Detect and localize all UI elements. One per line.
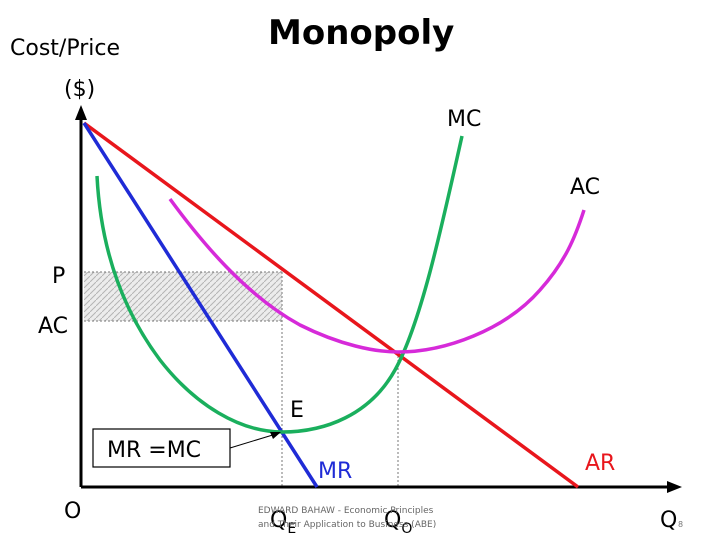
ac-curve-label: AC bbox=[570, 175, 600, 200]
x-axis-arrow bbox=[667, 481, 682, 493]
mr-label: MR bbox=[318, 459, 352, 484]
mc-label: MC bbox=[447, 107, 481, 132]
callout-pointer bbox=[229, 433, 277, 449]
ar-curve bbox=[82, 121, 580, 489]
footer-line-1: EDWARD BAHAW - Economic Principles bbox=[258, 506, 434, 516]
qe-label: QE bbox=[270, 508, 296, 537]
ac-curve bbox=[168, 197, 586, 354]
equilibrium-label: E bbox=[290, 398, 304, 423]
callout-box bbox=[92, 428, 231, 468]
x-axis-label: Q bbox=[660, 508, 677, 533]
y-axis-label: Cost/Price bbox=[10, 36, 120, 61]
footer-line-2: and Their Application to Business (ABE) bbox=[258, 520, 436, 530]
mr-curve bbox=[82, 122, 319, 488]
qo-subscript: O bbox=[401, 521, 412, 537]
qo-main: Q bbox=[384, 508, 401, 533]
slide-number: 8 bbox=[678, 520, 683, 529]
y-axis-arrow bbox=[75, 105, 87, 120]
ac-level-label: AC bbox=[38, 314, 68, 339]
callout-text: MR =MC bbox=[107, 438, 201, 463]
qe-main: Q bbox=[270, 508, 287, 533]
title: Monopoly bbox=[268, 13, 454, 53]
y-axis-unit: ($) bbox=[64, 77, 95, 102]
ar-label: AR bbox=[585, 451, 615, 476]
mc-curve bbox=[95, 135, 464, 434]
qe-subscript: E bbox=[287, 521, 296, 537]
qo-label: QO bbox=[384, 508, 412, 537]
callout-arrowhead bbox=[270, 432, 281, 439]
origin-label: O bbox=[64, 499, 81, 524]
price-label: P bbox=[52, 264, 65, 289]
